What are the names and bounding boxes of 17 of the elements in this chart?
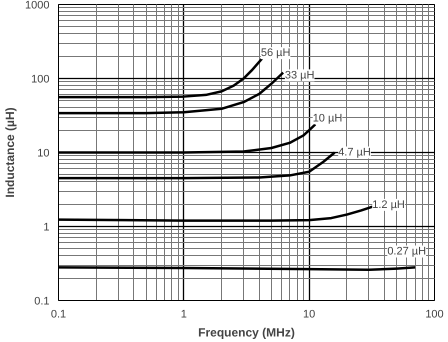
annotation: 10 µH (312, 112, 342, 124)
y-axis-title: Inductance (µH) (3, 107, 18, 198)
annotation: 33 µH (284, 69, 315, 82)
annotation: 56 µH (260, 47, 290, 60)
annotation: 0.27 µH (387, 245, 426, 258)
x-tick-label: 100 (425, 308, 444, 320)
x-tick-label: 1 (180, 308, 187, 320)
y-tick-label: 1000 (25, 0, 50, 12)
y-tick-label: 10 (37, 148, 50, 160)
x-tick-label: 0.1 (50, 308, 66, 320)
x-tick-label: 10 (303, 308, 316, 320)
annotation: 1.2 µH (372, 198, 405, 211)
y-tick-label: 0.1 (34, 296, 50, 308)
annotation: 4.7 µH (338, 146, 371, 158)
y-tick-label: 1 (43, 222, 50, 234)
x-axis-title: Frequency (MHz) (198, 326, 295, 340)
y-tick-label: 100 (31, 74, 50, 86)
